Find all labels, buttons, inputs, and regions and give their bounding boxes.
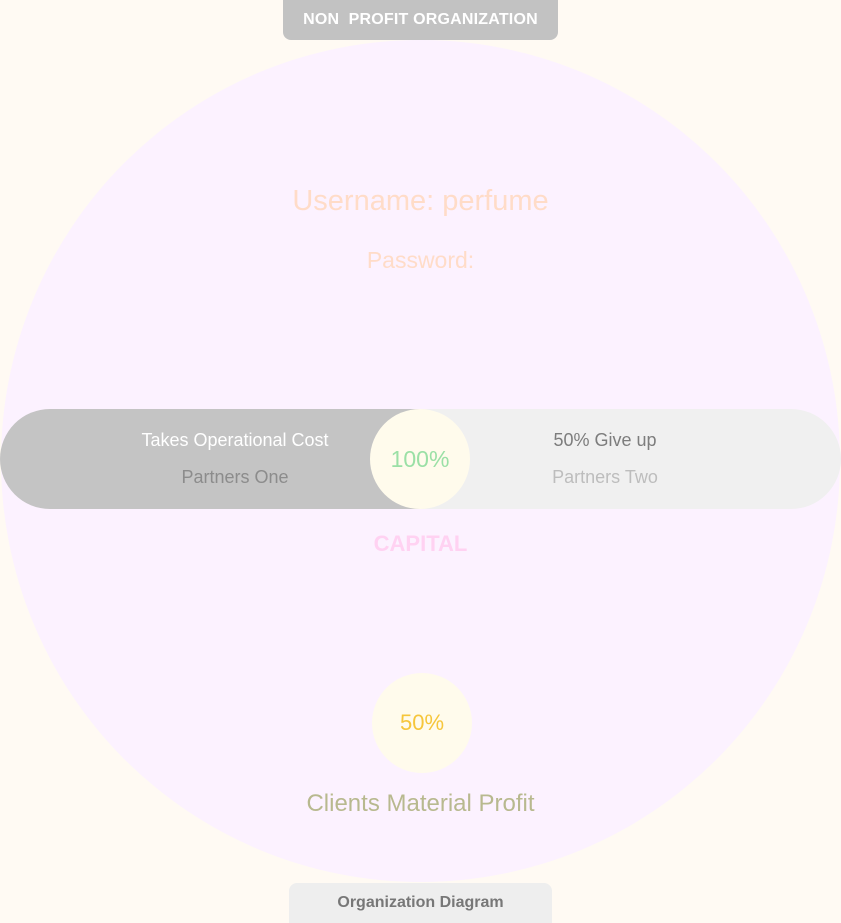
capital-share-circle: 100%	[370, 409, 470, 509]
organization-title-tab: NON PROFIT ORGANIZATION	[283, 0, 558, 40]
partners-two-label: Partners Two	[552, 467, 658, 487]
partners-one-label: Partners One	[181, 467, 289, 487]
capital-label: CAPITAL	[373, 531, 468, 556]
partners-two-role: 50% Give up	[553, 430, 657, 450]
partners-two-band	[420, 409, 841, 509]
diagram-footer-tab: Organization Diagram	[289, 883, 552, 923]
username-label: Username: perfume	[292, 185, 549, 217]
clients-material-profit-label: Clients Material Profit	[306, 790, 535, 817]
clients-share-value: 50%	[399, 710, 445, 735]
password-label: Password:	[366, 247, 475, 273]
partners-one-band	[0, 409, 420, 509]
partners-one-role: Takes Operational Cost	[141, 430, 329, 450]
partners-band: Takes Operational Cost Partners One 50% …	[0, 409, 841, 509]
capital-share-value: 100%	[390, 445, 450, 472]
clients-share-circle: 50%	[372, 673, 472, 773]
